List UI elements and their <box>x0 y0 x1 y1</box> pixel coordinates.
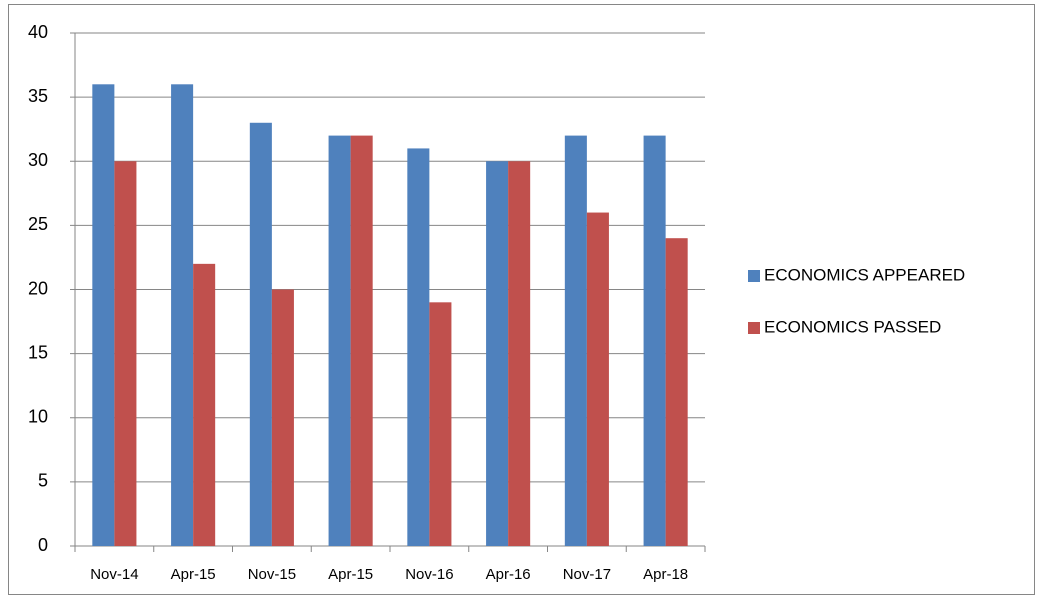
bar <box>92 84 115 547</box>
legend-label: ECONOMICS APPEARED <box>764 265 965 284</box>
bar <box>328 135 351 546</box>
x-tick-label: Apr-15 <box>328 566 373 583</box>
y-tick-label: 10 <box>28 407 48 427</box>
bar <box>114 161 137 546</box>
y-tick-label: 30 <box>28 150 48 170</box>
x-tick-label: Nov-15 <box>248 566 296 583</box>
bar <box>171 84 194 547</box>
x-tick-label: Nov-14 <box>90 566 138 583</box>
x-tick-label: Nov-16 <box>405 566 453 583</box>
y-tick-label: 35 <box>28 86 48 106</box>
y-tick-label: 5 <box>38 471 48 491</box>
bar <box>271 289 294 546</box>
bar <box>350 135 373 546</box>
bar <box>665 238 688 546</box>
y-tick-label: 15 <box>28 342 48 362</box>
legend-swatch <box>748 270 760 282</box>
bar <box>193 263 216 546</box>
bar <box>486 161 509 546</box>
legend-swatch <box>748 322 760 334</box>
x-tick-label: Apr-15 <box>171 566 216 583</box>
bar <box>586 212 609 547</box>
legend-label: ECONOMICS PASSED <box>764 317 941 336</box>
y-tick-label: 40 <box>28 22 48 42</box>
bar <box>564 135 587 546</box>
bar <box>429 302 452 546</box>
bar <box>508 161 531 546</box>
x-tick-label: Nov-17 <box>563 566 611 583</box>
y-tick-label: 20 <box>28 278 48 298</box>
bar <box>643 135 666 546</box>
y-tick-label: 0 <box>38 535 48 555</box>
bar <box>407 148 430 547</box>
y-tick-label: 25 <box>28 214 48 234</box>
x-tick-label: Apr-18 <box>643 566 688 583</box>
bar <box>249 122 272 547</box>
x-tick-label: Apr-16 <box>486 566 531 583</box>
